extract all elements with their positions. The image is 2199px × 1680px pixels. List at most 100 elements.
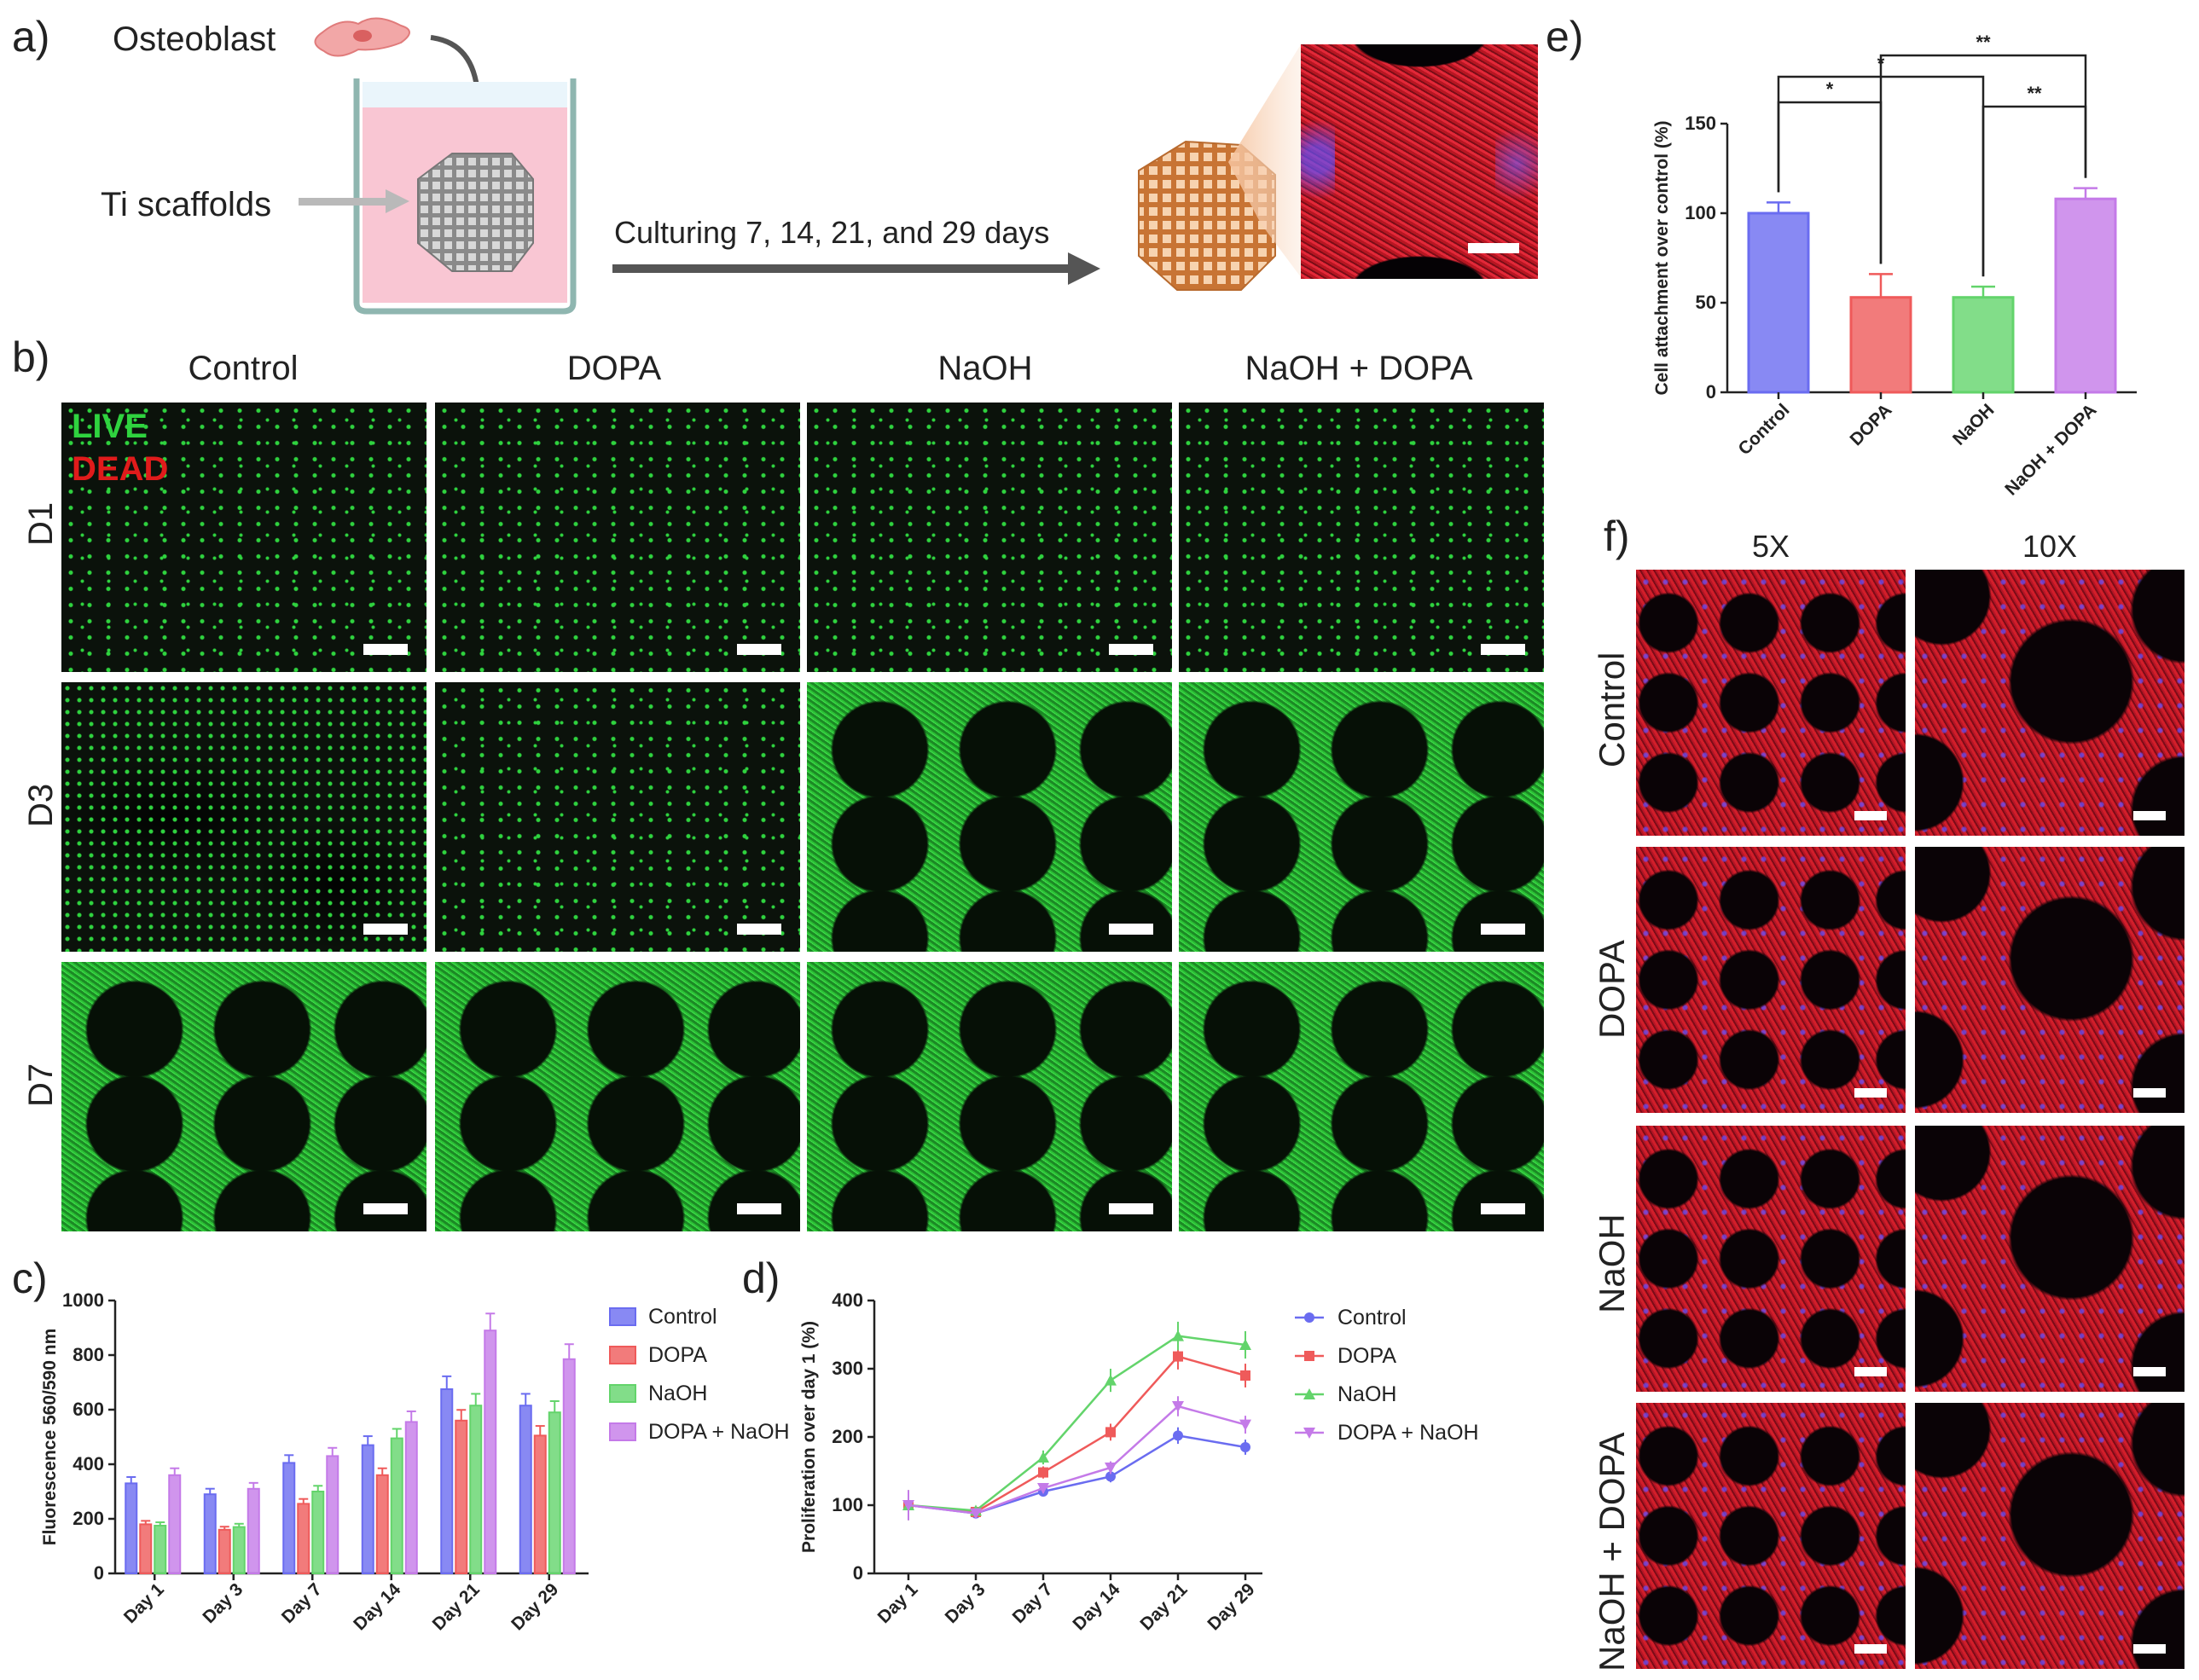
scale-bar bbox=[737, 644, 781, 655]
legend-label: DOPA bbox=[648, 1343, 707, 1367]
bar bbox=[282, 1462, 296, 1574]
x-tick-label: DOPA bbox=[1846, 400, 1895, 449]
bar bbox=[519, 1405, 532, 1574]
stain-tile bbox=[1915, 1126, 2184, 1392]
scale-bar bbox=[1481, 644, 1525, 655]
data-point bbox=[1105, 1471, 1116, 1482]
y-tick-label: 400 bbox=[73, 1453, 104, 1474]
series-line bbox=[908, 1434, 1246, 1515]
culture-label: Culturing 7, 14, 21, and 29 days bbox=[614, 215, 1050, 250]
stain-tile bbox=[1636, 1126, 1906, 1392]
col-header-naoh-dopa: NaOH + DOPA bbox=[1245, 350, 1473, 387]
col-header-10x: 10X bbox=[2022, 529, 2078, 564]
scale-bar bbox=[1109, 924, 1153, 935]
scale-bar bbox=[1854, 1644, 1887, 1654]
data-point bbox=[1105, 1463, 1117, 1474]
legend-swatch bbox=[609, 1384, 636, 1403]
data-point bbox=[1172, 1330, 1184, 1341]
x-tick-label: NaOH bbox=[1949, 400, 1999, 449]
data-point bbox=[1173, 1351, 1183, 1362]
significance-bracket bbox=[1879, 54, 2087, 264]
scaffold-label: Ti scaffolds bbox=[101, 186, 272, 223]
scaffold-zoom-micrograph bbox=[1301, 44, 1538, 279]
col-header-naoh: NaOH bbox=[937, 350, 1033, 387]
live-dead-tile bbox=[435, 962, 800, 1231]
legend-swatch bbox=[609, 1307, 636, 1326]
live-dead-tile bbox=[61, 682, 426, 952]
live-dead-tile bbox=[1179, 962, 1544, 1231]
scaffold-pointer-arrow bbox=[299, 198, 388, 206]
legend-label: Control bbox=[648, 1305, 717, 1329]
y-tick-label: 400 bbox=[832, 1289, 863, 1311]
live-dead-tile bbox=[807, 682, 1172, 952]
panel-b-letter: b) bbox=[12, 333, 50, 381]
col-header-dopa: DOPA bbox=[566, 350, 662, 387]
live-dead-tile bbox=[435, 682, 800, 952]
bar bbox=[125, 1482, 138, 1574]
data-point bbox=[1303, 1388, 1315, 1399]
data-point bbox=[1038, 1467, 1048, 1478]
bar bbox=[2054, 197, 2117, 394]
bar bbox=[247, 1487, 260, 1574]
data-point bbox=[1239, 1419, 1251, 1431]
x-tick-label: Day 7 bbox=[1009, 1579, 1057, 1627]
y-tick-label: 0 bbox=[1706, 381, 1716, 403]
y-axis-label: Proliferation over day 1 (%) bbox=[799, 1321, 819, 1553]
bar bbox=[361, 1444, 374, 1574]
data-point bbox=[902, 1500, 914, 1511]
panel-c-letter: c) bbox=[12, 1254, 48, 1302]
stain-tile bbox=[1636, 1403, 1906, 1669]
y-tick-label: 200 bbox=[73, 1508, 104, 1529]
y-tick-label: 100 bbox=[1685, 202, 1716, 223]
live-dead-tile bbox=[807, 403, 1172, 672]
panel-a-letter: a) bbox=[12, 13, 50, 61]
live-dead-tile bbox=[1179, 682, 1544, 952]
bar bbox=[562, 1358, 576, 1574]
osteoblast-cell-icon bbox=[314, 17, 410, 57]
bar bbox=[533, 1434, 547, 1574]
x-tick-label: Control bbox=[1734, 400, 1793, 459]
beaker-icon bbox=[353, 78, 577, 315]
bar bbox=[375, 1474, 389, 1574]
y-tick-label: 50 bbox=[1696, 292, 1716, 313]
legend-label: DOPA + NaOH bbox=[648, 1420, 790, 1444]
legend-label: DOPA bbox=[1337, 1344, 1396, 1368]
scale-bar bbox=[1481, 1203, 1525, 1214]
scale-bar bbox=[1468, 243, 1519, 253]
significance-label: * bbox=[1826, 78, 1834, 100]
scale-bar bbox=[1109, 644, 1153, 655]
f-row-label-control: Control bbox=[1592, 652, 1632, 768]
series-line bbox=[908, 1355, 1246, 1514]
bar bbox=[1952, 296, 2015, 394]
bar bbox=[1849, 296, 1912, 394]
bar bbox=[297, 1503, 310, 1574]
scale-bar bbox=[1854, 1367, 1887, 1376]
x-tick-label: Day 14 bbox=[1069, 1579, 1123, 1634]
stain-tile bbox=[1636, 847, 1906, 1113]
live-dead-tile bbox=[435, 403, 800, 672]
y-tick-label: 200 bbox=[832, 1426, 863, 1447]
bar bbox=[404, 1421, 418, 1574]
stain-tile bbox=[1636, 570, 1906, 836]
panel-d-letter: d) bbox=[742, 1254, 780, 1302]
x-tick-label: Day 1 bbox=[120, 1579, 168, 1627]
f-row-label-dopa: DOPA bbox=[1592, 940, 1632, 1039]
significance-label: ** bbox=[1976, 32, 1991, 53]
legend-dead: DEAD bbox=[72, 450, 169, 488]
panel-e-letter: e) bbox=[1546, 13, 1584, 61]
chart-d: 0 100 200 300 400 Proliferation over day 1 (%… bbox=[799, 1289, 1479, 1634]
series-line bbox=[908, 1335, 1246, 1512]
y-tick-label: 150 bbox=[1685, 113, 1716, 134]
zoom-wedge bbox=[1228, 44, 1301, 277]
bar bbox=[548, 1411, 561, 1574]
legend-swatch bbox=[609, 1346, 636, 1364]
scale-bar bbox=[363, 924, 408, 935]
x-tick-label: Day 21 bbox=[1136, 1579, 1191, 1634]
scale-bar bbox=[1854, 1088, 1887, 1098]
bar bbox=[139, 1523, 153, 1574]
bar bbox=[154, 1525, 167, 1574]
scale-bar bbox=[737, 924, 781, 935]
y-axis-label: Cell attachment over control (%) bbox=[1652, 120, 1672, 395]
data-point bbox=[1304, 1312, 1314, 1323]
legend-label: DOPA + NaOH bbox=[1337, 1421, 1479, 1445]
